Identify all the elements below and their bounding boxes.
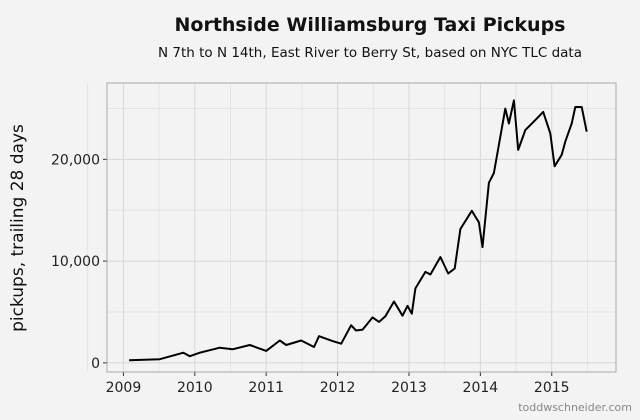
x-tick-label: 2009: [106, 380, 142, 396]
plot-border: [106, 82, 617, 373]
plot-panel: [107, 83, 616, 372]
pickups-line: [129, 99, 588, 362]
x-tick-label: 2013: [391, 380, 427, 396]
x-tick-label: 2014: [463, 380, 499, 396]
y-tick-label: 20,000: [51, 152, 100, 168]
chart-subtitle: N 7th to N 14th, East River to Berry St,…: [157, 45, 583, 61]
y-tick-label: 0: [91, 356, 100, 372]
x-tick-label: 2011: [248, 380, 284, 396]
y-tick-label: 10,000: [51, 254, 100, 270]
x-tick-label: 2010: [177, 380, 213, 396]
credit-text: toddwschneider.com: [518, 401, 632, 414]
x-tick-label: 2012: [320, 380, 356, 396]
chart-title: Northside Williamsburg Taxi Pickups: [174, 14, 566, 36]
x-tick-label: 2015: [534, 380, 570, 396]
